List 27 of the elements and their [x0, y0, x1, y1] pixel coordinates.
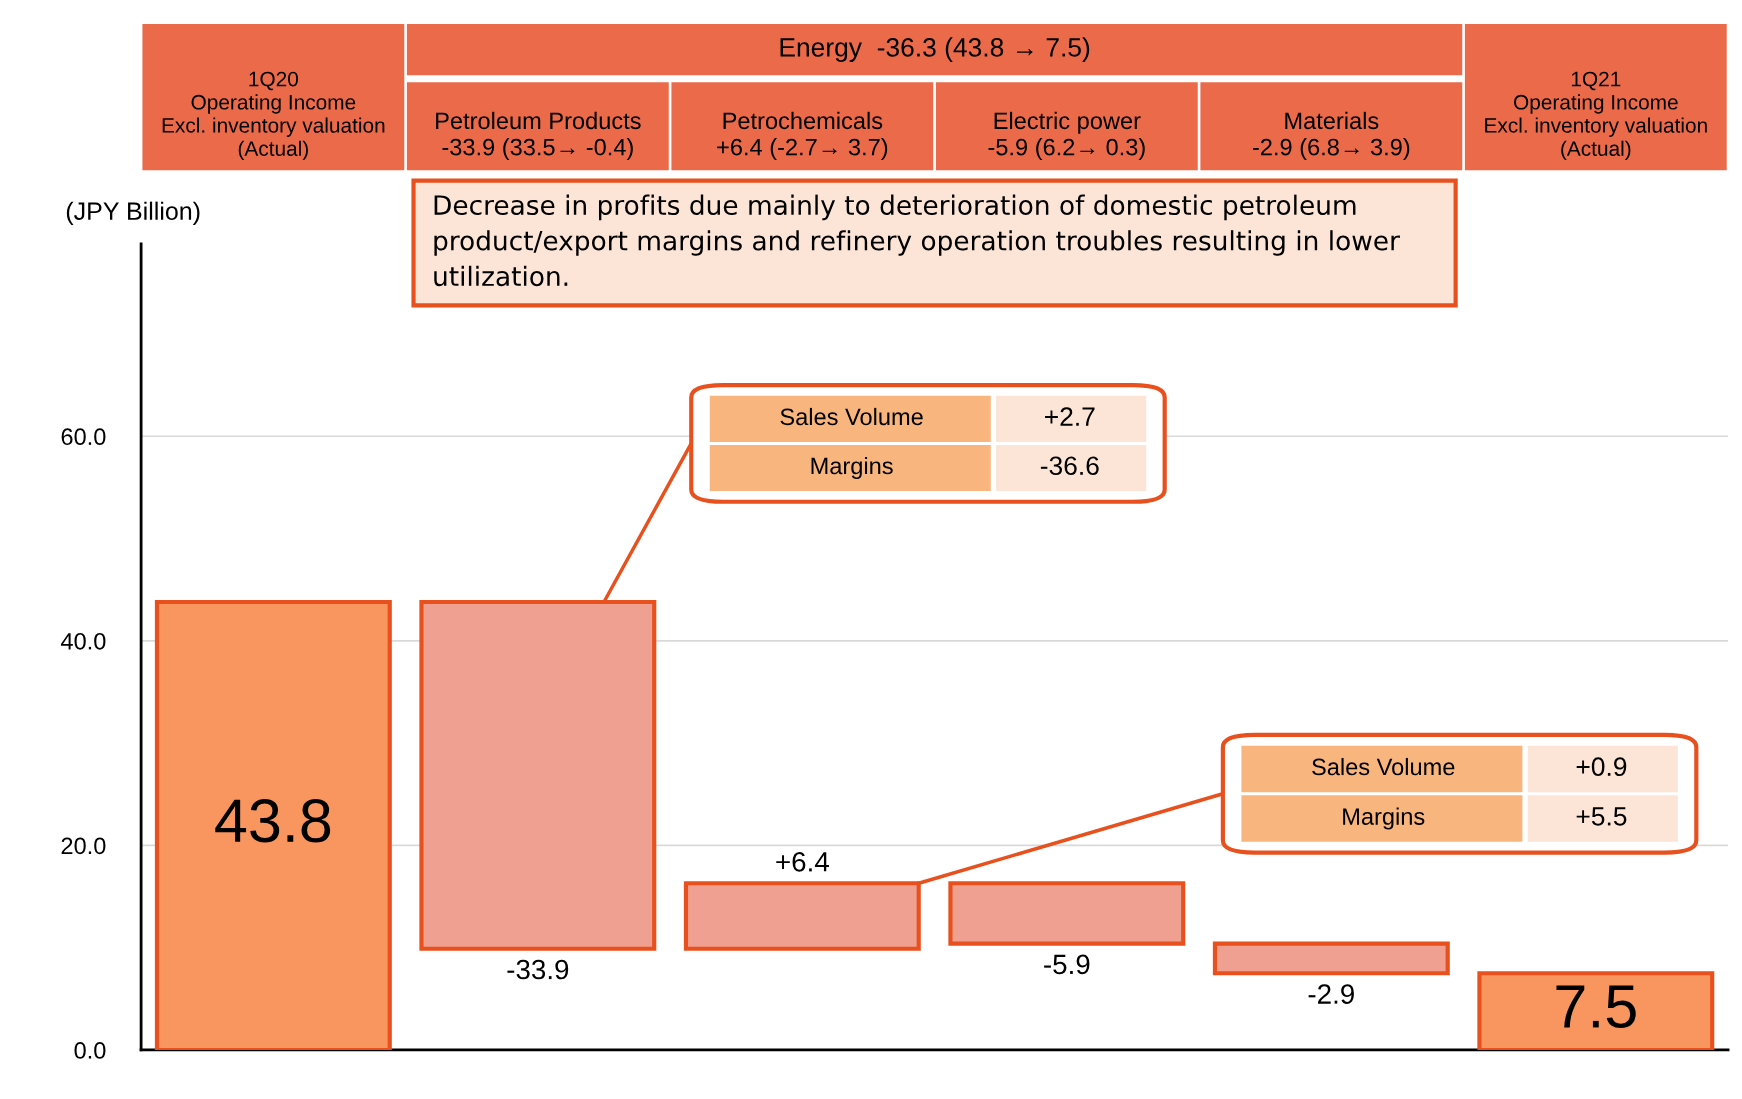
- data-label: -33.9: [507, 959, 569, 980]
- annotation: +0.9: [1576, 757, 1627, 777]
- annotation: Margins: [1343, 807, 1425, 830]
- y-tick-label: 20.0: [61, 837, 106, 855]
- annotation: +5.5: [1576, 807, 1627, 826]
- y-tick-label: 0.0: [74, 1042, 106, 1059]
- x-tick-label: Materials -2.9 (6.8→ 3.9): [1252, 111, 1410, 161]
- data-label: 43.8: [215, 799, 331, 843]
- y-axis-title: (JPY Billion): [66, 201, 200, 225]
- text: Energy -36.3 (43.8 → 7.5): [780, 37, 1090, 62]
- annotation: Decrease in profits due mainly to deterioration of domestic petroleum product/export margins and refinery operation troubles resulting in lower utilization.: [434, 194, 1400, 287]
- data-label: 7.5: [1556, 985, 1636, 1029]
- data-label: -2.9: [1308, 984, 1354, 1004]
- x-tick-label: 1Q20 Operating Income Excl. inventory valuation (Actual): [162, 71, 385, 161]
- y-tick-label: 40.0: [60, 632, 106, 650]
- annotation: Margins: [811, 456, 893, 479]
- x-tick-label: Electric power -5.9 (6.2→ 0.3): [988, 111, 1145, 161]
- annotation: +2.7: [1045, 407, 1095, 426]
- x-tick-label: 1Q21 Operating Income Excl. inventory valuation (Actual): [1485, 71, 1707, 161]
- data-label: -5.9: [1044, 954, 1090, 975]
- data-label: +6.4: [776, 851, 829, 872]
- annotation: -36.6: [1040, 456, 1099, 476]
- x-tick-label: Petrochemicals +6.4 (-2.7→ 3.7): [717, 111, 888, 161]
- y-tick-label: 60.0: [61, 428, 106, 446]
- annotation: Sales Volume: [1312, 757, 1455, 776]
- x-tick-label: Petroleum Products -33.9 (33.5→ -0.4): [436, 111, 641, 161]
- annotation: Sales Volume: [780, 407, 923, 426]
